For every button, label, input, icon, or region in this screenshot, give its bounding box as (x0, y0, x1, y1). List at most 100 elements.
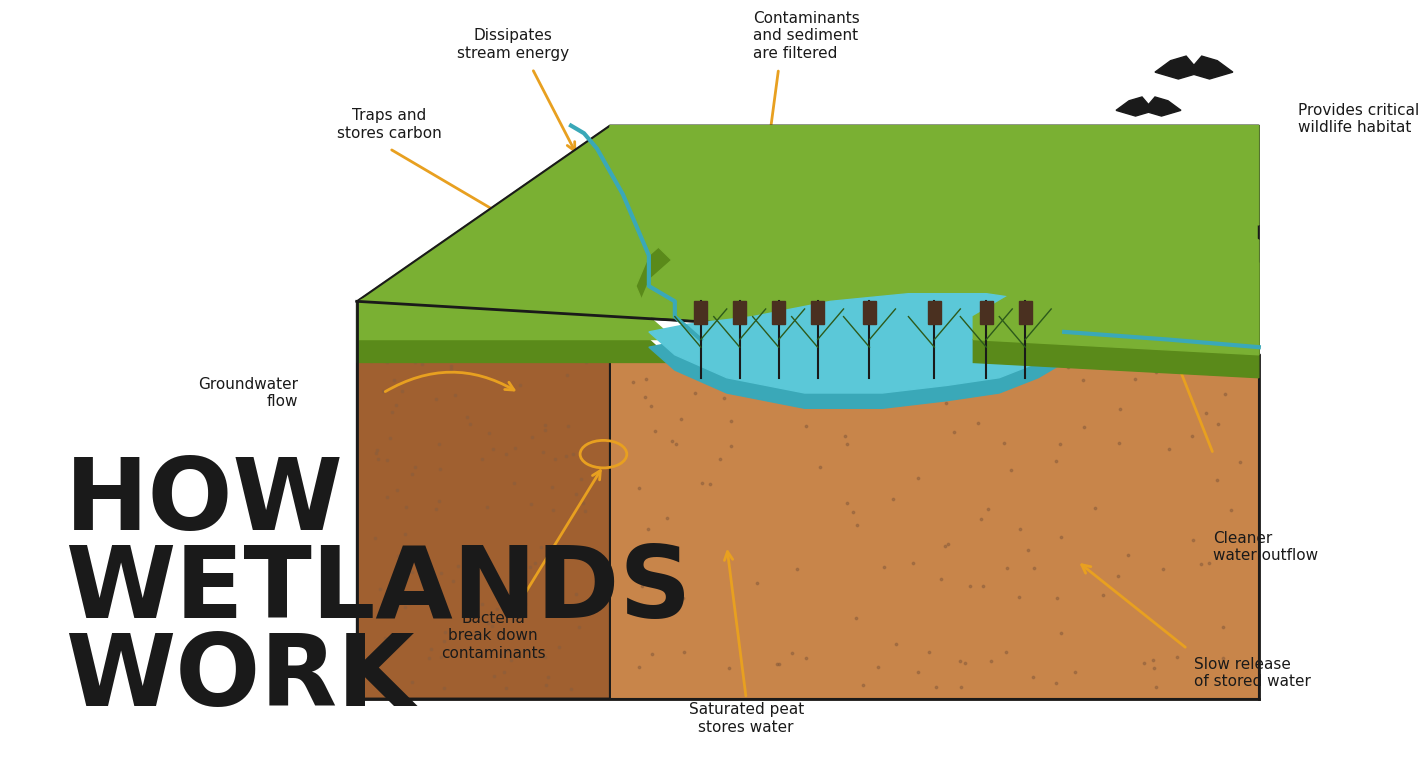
Point (1152, 563, 1175, 575)
Point (519, 560, 542, 573)
Point (873, 561, 895, 574)
Point (504, 442, 526, 454)
Point (999, 463, 1022, 476)
Point (907, 471, 929, 484)
Point (447, 560, 470, 572)
Point (956, 361, 979, 374)
Point (498, 332, 521, 344)
Point (979, 655, 1002, 667)
Point (376, 453, 399, 466)
Point (390, 592, 413, 604)
Point (1219, 505, 1242, 517)
Point (786, 563, 809, 575)
Point (429, 463, 451, 475)
Text: WETLANDS: WETLANDS (65, 542, 691, 639)
Point (630, 580, 653, 592)
Point (790, 388, 813, 400)
Point (684, 387, 707, 399)
Point (386, 550, 409, 563)
Point (373, 632, 396, 644)
Point (457, 552, 480, 564)
Text: Provides critical
wildlife habitat: Provides critical wildlife habitat (1298, 103, 1419, 135)
Point (885, 638, 908, 650)
Polygon shape (648, 309, 1064, 408)
Point (1212, 652, 1235, 664)
Point (1012, 359, 1034, 371)
Point (546, 346, 569, 358)
Polygon shape (1019, 301, 1032, 324)
Point (691, 477, 714, 490)
Point (583, 596, 606, 608)
Point (575, 356, 597, 369)
Point (935, 397, 958, 409)
Point (565, 488, 587, 501)
Point (519, 498, 542, 510)
Point (474, 550, 497, 563)
Point (471, 453, 494, 465)
Point (572, 497, 595, 509)
Point (1158, 443, 1181, 456)
Polygon shape (694, 301, 707, 324)
Point (534, 418, 556, 431)
Polygon shape (358, 157, 727, 363)
Point (386, 484, 409, 496)
Point (481, 620, 504, 632)
Point (640, 648, 663, 660)
Point (463, 580, 485, 593)
Point (485, 602, 508, 615)
Point (365, 446, 387, 459)
Point (1213, 388, 1236, 400)
Point (394, 501, 417, 513)
Point (719, 439, 742, 452)
Point (993, 437, 1016, 450)
Point (995, 562, 1017, 574)
Point (1195, 407, 1218, 419)
Point (1117, 549, 1139, 562)
Polygon shape (863, 301, 876, 324)
Polygon shape (358, 126, 1259, 355)
Polygon shape (973, 232, 1259, 377)
Point (475, 501, 498, 513)
Point (836, 496, 858, 508)
Polygon shape (358, 133, 727, 339)
Polygon shape (928, 301, 941, 324)
Point (440, 360, 463, 372)
Point (458, 418, 481, 430)
Point (1124, 373, 1147, 385)
Point (719, 415, 742, 427)
Point (404, 461, 427, 474)
Point (502, 613, 525, 625)
Point (925, 680, 948, 693)
Point (579, 603, 602, 615)
Point (918, 646, 941, 659)
Point (1084, 501, 1107, 514)
Point (1064, 666, 1087, 678)
Point (424, 329, 447, 341)
Point (637, 523, 660, 536)
Point (976, 503, 999, 515)
Point (634, 391, 657, 403)
Point (494, 448, 517, 460)
Point (524, 556, 546, 569)
Point (1198, 557, 1220, 570)
Point (620, 546, 643, 558)
Point (427, 494, 450, 507)
Point (1107, 570, 1130, 582)
Point (524, 648, 546, 660)
Point (1181, 429, 1203, 442)
Point (541, 481, 563, 494)
Point (561, 448, 583, 460)
Point (1057, 360, 1080, 373)
Point (383, 374, 406, 386)
Point (400, 468, 423, 480)
Point (1071, 374, 1094, 386)
Point (1142, 662, 1165, 674)
Point (1002, 368, 1025, 381)
Point (417, 652, 440, 664)
Point (714, 392, 736, 405)
Point (400, 339, 423, 351)
Point (995, 646, 1017, 658)
Point (958, 580, 981, 592)
Point (717, 661, 739, 673)
Point (1166, 651, 1189, 663)
